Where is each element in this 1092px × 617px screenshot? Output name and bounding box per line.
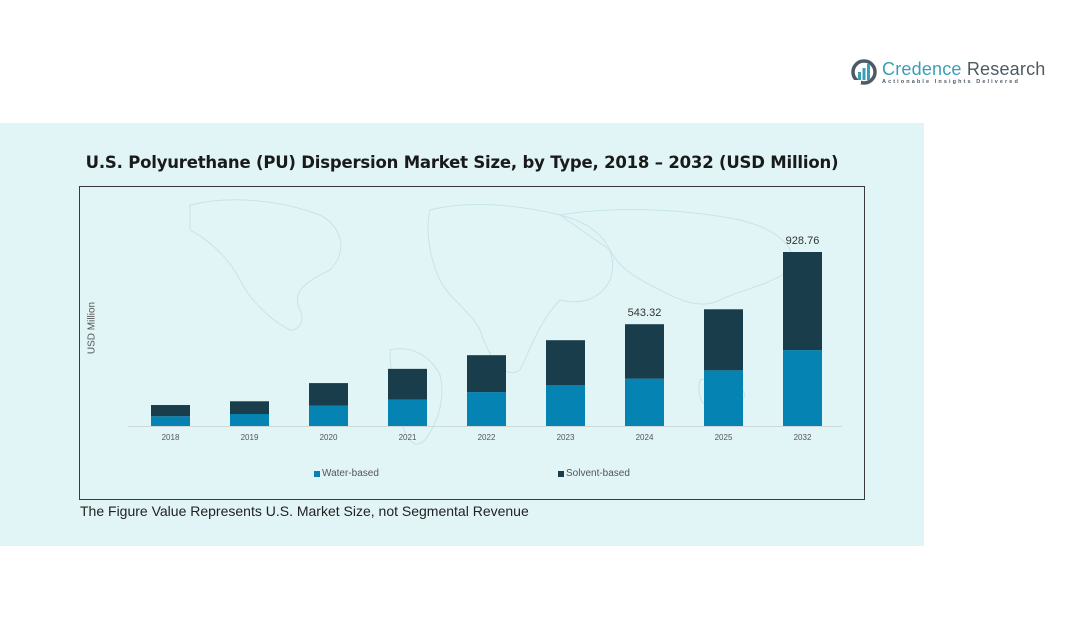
bar-water-based-2023 (546, 385, 585, 426)
bar-chart-circle-icon (850, 58, 878, 86)
x-tick-label: 2032 (794, 433, 812, 442)
chart-panel (0, 123, 924, 546)
bar-water-based-2022 (467, 392, 506, 426)
x-tick-label: 2019 (241, 433, 259, 442)
bar-solvent-based-2025 (704, 309, 743, 371)
x-tick-label: 2023 (557, 433, 575, 442)
legend-swatch-solvent-based (558, 470, 564, 477)
legend-swatch-water-based (314, 470, 320, 477)
logo-name: Credence Research (882, 58, 1046, 79)
chart-title: U.S. Polyurethane (PU) Dispersion Market… (85, 153, 839, 172)
chart-frame (79, 186, 865, 500)
bar-water-based-2019 (230, 414, 269, 426)
x-tick-label: 2025 (715, 433, 733, 442)
legend-item-solvent-based: Solvent-based (558, 468, 630, 479)
bar-water-based-2032 (783, 350, 822, 426)
x-tick-label: 2021 (399, 433, 417, 442)
bar-solvent-based-2023 (546, 340, 585, 386)
x-tick-label: 2022 (478, 433, 496, 442)
legend-item-water-based: Water-based (314, 468, 379, 479)
footnote: The Figure Value Represents U.S. Market … (80, 503, 529, 519)
logo-tagline: Actionable Insights Delivered (882, 78, 1020, 85)
legend-label: Water-based (322, 468, 379, 479)
bar-solvent-based-2032 (783, 252, 822, 351)
bar-water-based-2024 (625, 378, 664, 426)
bar-solvent-based-2020 (309, 383, 348, 406)
logo: Credence Research Actionable Insights De… (850, 58, 1046, 86)
data-label: 543.32 (628, 307, 662, 319)
bar-water-based-2021 (388, 399, 427, 426)
x-tick-label: 2018 (162, 433, 180, 442)
bar-solvent-based-2019 (230, 401, 269, 415)
bar-solvent-based-2022 (467, 355, 506, 393)
bar-solvent-based-2024 (625, 324, 664, 379)
bar-water-based-2025 (704, 370, 743, 426)
bar-solvent-based-2021 (388, 368, 427, 400)
bar-water-based-2018 (151, 416, 190, 426)
data-label: 928.76 (786, 235, 820, 247)
x-tick-label: 2020 (320, 433, 338, 442)
x-tick-label: 2024 (636, 433, 654, 442)
bar-water-based-2020 (309, 405, 348, 426)
bar-solvent-based-2018 (151, 405, 190, 417)
legend-label: Solvent-based (566, 468, 630, 479)
